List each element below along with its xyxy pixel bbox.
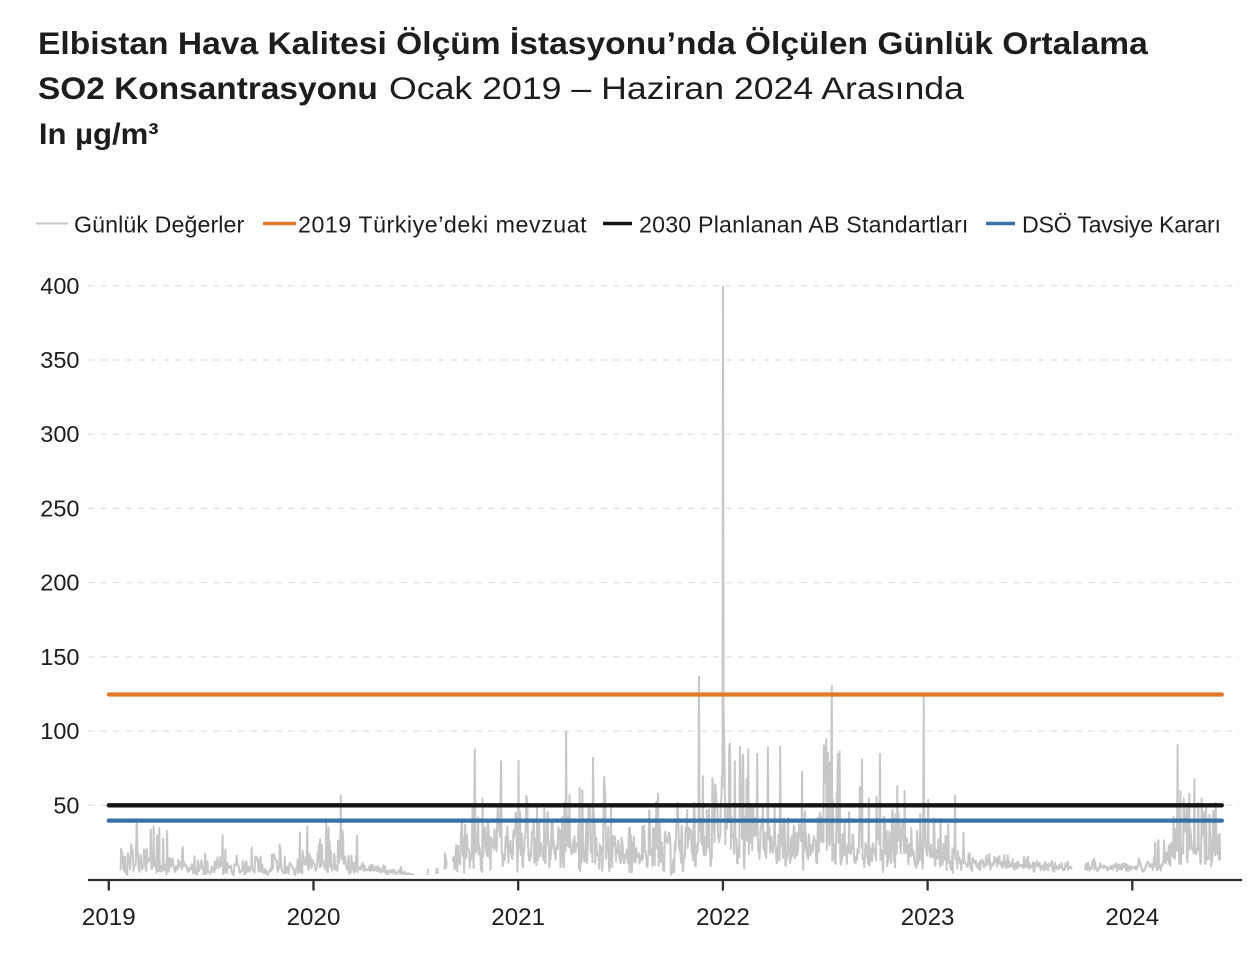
svg-text:2021: 2021 <box>491 904 545 931</box>
svg-text:2020: 2020 <box>287 904 341 931</box>
svg-text:Günlük Değerler: Günlük Değerler <box>74 212 245 238</box>
svg-text:50: 50 <box>53 792 79 818</box>
svg-text:In µg/m³: In µg/m³ <box>39 117 159 150</box>
svg-text:350: 350 <box>40 347 79 373</box>
svg-text:2024: 2024 <box>1105 904 1159 931</box>
svg-text:150: 150 <box>40 644 79 670</box>
svg-text:400: 400 <box>40 273 79 299</box>
svg-text:300: 300 <box>40 421 79 447</box>
svg-text:2030 Planlanan AB Standartları: 2030 Planlanan AB Standartları <box>639 212 969 238</box>
svg-text:Ocak 2019 – Haziran 2024 Arası: Ocak 2019 – Haziran 2024 Arasında <box>389 72 964 107</box>
svg-text:2019 Türkiye’deki mevzuat: 2019 Türkiye’deki mevzuat <box>298 212 587 238</box>
svg-text:DSÖ Tavsiye Kararı: DSÖ Tavsiye Kararı <box>1022 212 1221 238</box>
svg-text:2019: 2019 <box>82 904 136 931</box>
svg-text:250: 250 <box>40 495 79 521</box>
svg-text:2022: 2022 <box>696 904 750 931</box>
svg-text:SO2 Konsantrasyonu: SO2 Konsantrasyonu <box>38 71 378 106</box>
svg-text:100: 100 <box>40 718 79 744</box>
svg-text:200: 200 <box>40 570 79 596</box>
svg-text:Elbistan Hava Kalitesi Ölçüm İ: Elbistan Hava Kalitesi Ölçüm İstasyonu’n… <box>38 25 1149 61</box>
svg-text:2023: 2023 <box>901 904 955 931</box>
